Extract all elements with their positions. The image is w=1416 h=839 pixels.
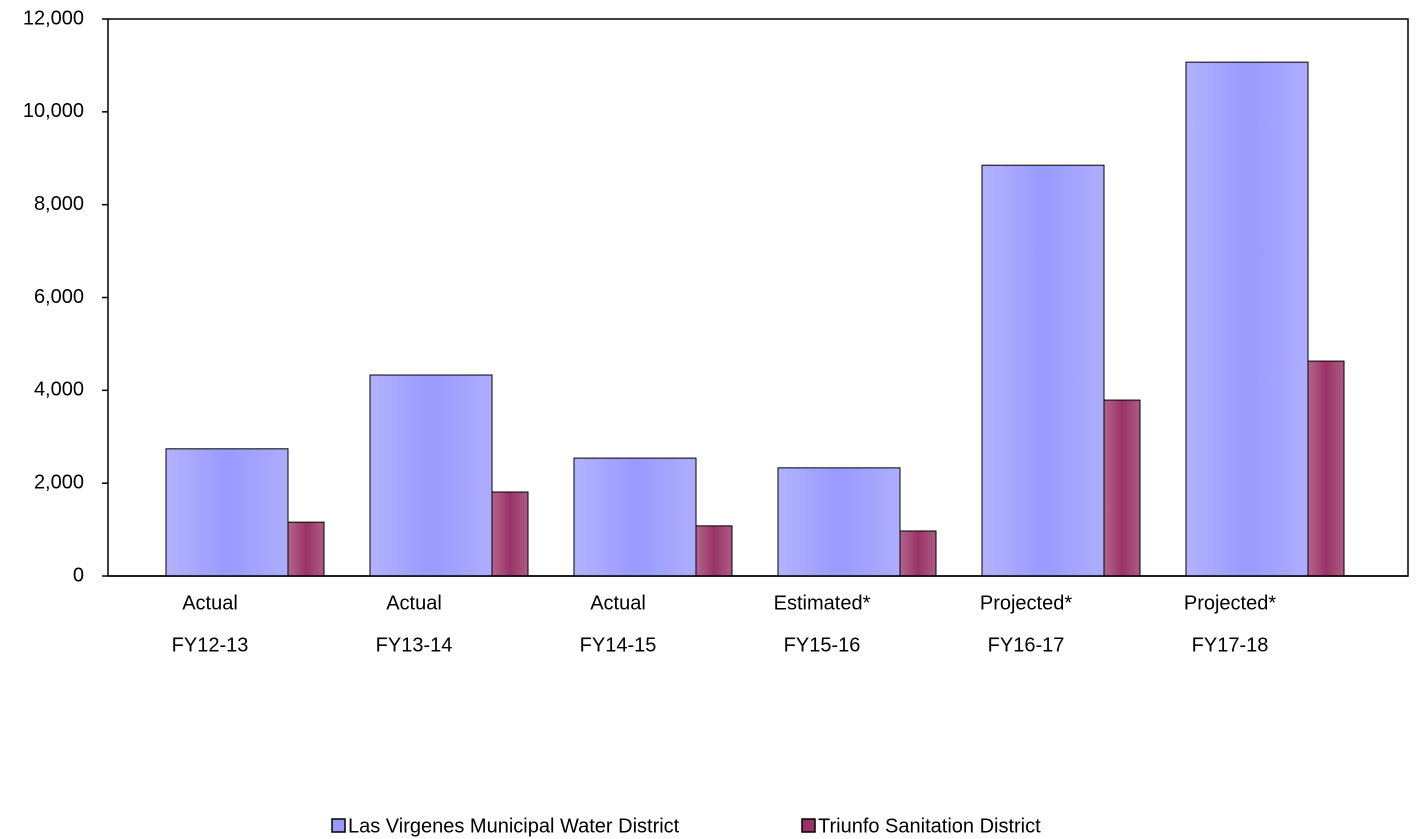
x-tick-label: FY17-18 xyxy=(1192,634,1269,656)
y-tick-label: 8,000 xyxy=(34,193,84,215)
bar xyxy=(1185,61,1309,577)
x-tick-label: Projected* xyxy=(1184,592,1276,614)
bar xyxy=(899,530,937,577)
x-tick-label: Estimated* xyxy=(774,592,871,614)
x-tick-label: Actual xyxy=(182,592,238,614)
y-tick-label: 12,000 xyxy=(23,7,84,29)
bar xyxy=(1307,360,1345,577)
legend-label: Las Virgenes Municipal Water District xyxy=(348,815,680,837)
bar xyxy=(573,457,697,577)
y-tick-label: 2,000 xyxy=(34,471,84,493)
bar xyxy=(695,525,733,577)
x-tick-label: FY15-16 xyxy=(784,634,861,656)
x-tick-label: FY14-15 xyxy=(580,634,657,656)
y-tick-label: 6,000 xyxy=(34,286,84,308)
x-tick-label: Projected* xyxy=(980,592,1072,614)
y-tick-label: 10,000 xyxy=(23,100,84,122)
x-tick-label: Actual xyxy=(590,592,646,614)
y-tick-label: 0 xyxy=(73,564,84,586)
bar xyxy=(1103,399,1141,577)
bar xyxy=(287,521,325,577)
bar xyxy=(369,374,493,577)
bar xyxy=(165,448,289,577)
bar xyxy=(777,467,901,577)
x-tick-label: FY16-17 xyxy=(988,634,1065,656)
x-tick-label: FY12-13 xyxy=(172,634,249,656)
x-tick-label: FY13-14 xyxy=(376,634,453,656)
legend-swatch xyxy=(801,818,816,833)
bar xyxy=(981,164,1105,577)
y-tick-label: 4,000 xyxy=(34,379,84,401)
bar xyxy=(491,491,529,577)
legend-swatch xyxy=(331,818,346,833)
x-tick-label: Actual xyxy=(386,592,442,614)
legend-label: Triunfo Sanitation District xyxy=(818,815,1041,837)
